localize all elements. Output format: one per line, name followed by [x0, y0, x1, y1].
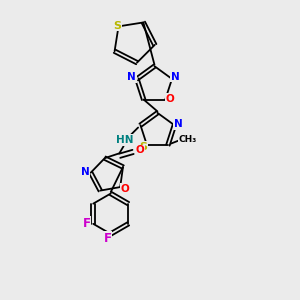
Text: O: O — [135, 146, 144, 155]
Text: N: N — [174, 119, 183, 129]
Text: S: S — [140, 142, 147, 152]
Text: HN: HN — [116, 135, 134, 145]
Text: F: F — [83, 217, 91, 230]
Text: O: O — [120, 184, 129, 194]
Text: N: N — [81, 167, 90, 176]
Text: F: F — [104, 232, 112, 244]
Text: S: S — [113, 21, 121, 31]
Text: O: O — [166, 94, 174, 104]
Text: N: N — [127, 72, 136, 82]
Text: CH₃: CH₃ — [179, 135, 197, 144]
Text: N: N — [171, 71, 179, 82]
